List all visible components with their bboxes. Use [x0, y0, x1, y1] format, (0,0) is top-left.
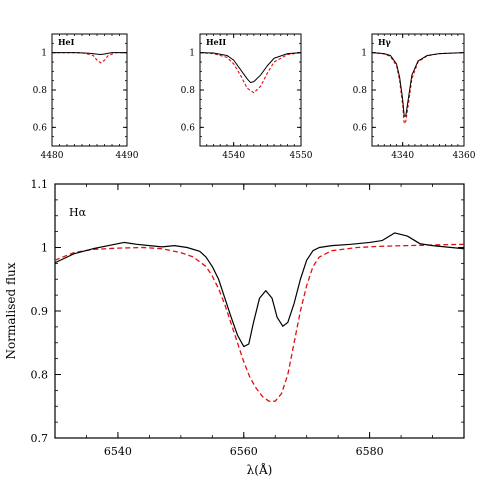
halpha-model-profile-line — [55, 243, 464, 402]
hei-line-label: HeI — [58, 37, 75, 47]
heii-model-profile-line — [200, 52, 301, 94]
halpha-plot-frame — [54, 183, 465, 439]
hei-model-profile-line — [52, 52, 127, 64]
heii-line-label: HeII — [206, 37, 226, 47]
hgamma-panel: 4340 4360 0.6 0.8 1 Hγ — [353, 33, 476, 161]
halpha-panel: 6540 6560 6580 0.7 0.8 0.9 1 1.1 Hα λ(Å) Normalise… — [4, 178, 465, 477]
hgamma-y-tick-label: 1 — [361, 49, 367, 59]
heii-y-tick-label: 1 — [189, 49, 195, 59]
hei-x-tick-label: 4490 — [116, 151, 139, 161]
halpha-x-axis-title: λ(Å) — [247, 462, 273, 477]
hei-y-tick-label: 1 — [41, 49, 47, 59]
hgamma-y-tick-label: 0.6 — [353, 123, 368, 133]
halpha-y-axis-title: Normalised flux — [4, 262, 18, 359]
halpha-y-tick-label: 0.9 — [31, 305, 49, 318]
hei-y-tick-label: 0.6 — [33, 123, 48, 133]
halpha-y-tick-label: 1.1 — [31, 178, 49, 191]
halpha-y-tick-label: 0.8 — [31, 369, 49, 382]
halpha-line-label: Hα — [69, 206, 87, 219]
hei-y-tick-label: 0.8 — [33, 86, 48, 96]
hei-observed-profile-line — [52, 52, 127, 56]
heii-panel: 4540 4550 0.6 0.8 1 HeII — [181, 33, 313, 161]
halpha-x-tick-label: 6540 — [104, 445, 132, 458]
halpha-x-tick-label: 6580 — [356, 445, 384, 458]
halpha-y-tick-label: 1 — [41, 242, 48, 255]
heii-x-tick-label: 4550 — [290, 151, 313, 161]
heii-observed-profile-line — [200, 52, 301, 84]
heii-y-tick-label: 0.8 — [181, 86, 196, 96]
heii-x-tick-label: 4540 — [222, 151, 245, 161]
heii-plot-frame — [199, 33, 302, 147]
hei-plot-frame — [51, 33, 128, 147]
hgamma-x-tick-label: 4340 — [391, 151, 414, 161]
hei-panel: 4480 4490 0.6 0.8 1 HeI — [33, 33, 139, 161]
halpha-observed-profile-line — [55, 232, 464, 348]
heii-y-tick-label: 0.6 — [181, 123, 196, 133]
halpha-x-tick-label: 6560 — [230, 445, 258, 458]
hgamma-observed-profile-line — [372, 52, 464, 117]
hgamma-line-label: Hγ — [378, 37, 392, 47]
hgamma-model-profile-line — [372, 52, 464, 125]
halpha-y-tick-label: 0.7 — [31, 432, 49, 445]
hgamma-plot-frame — [371, 33, 465, 147]
hgamma-y-tick-label: 0.8 — [353, 86, 368, 96]
hgamma-x-tick-label: 4360 — [453, 151, 476, 161]
hei-x-tick-label: 4480 — [41, 151, 64, 161]
